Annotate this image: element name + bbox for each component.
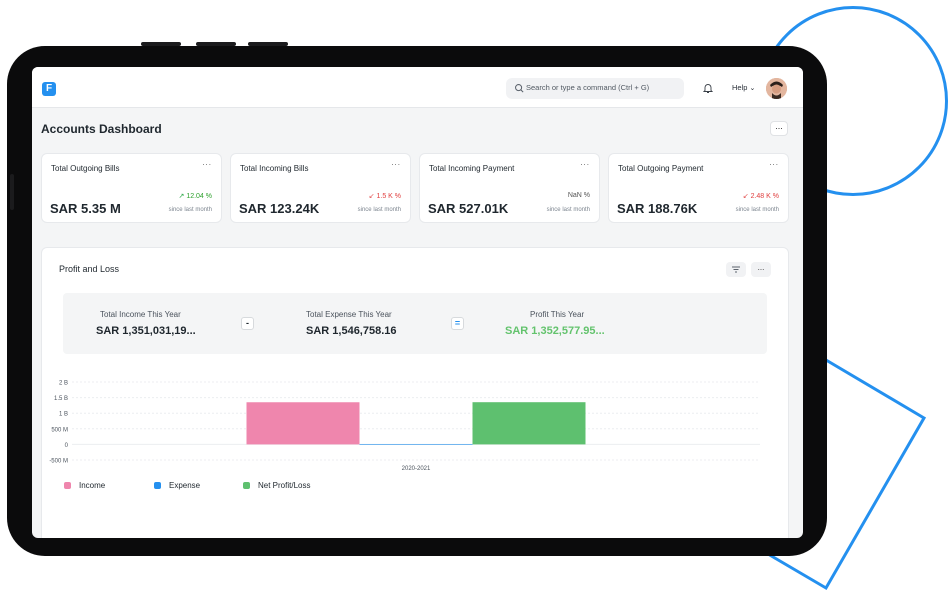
card-menu-button[interactable]: ... — [580, 158, 590, 167]
profit-value: SAR 1,352,577.95... — [505, 325, 605, 337]
navbar: F Search or type a command (Ctrl + G) He… — [32, 67, 803, 108]
card-since-label: since last month — [546, 207, 590, 213]
card-value: SAR 527.01K — [428, 201, 509, 216]
arrow-down-icon: ↙ — [742, 193, 749, 200]
card-title: Total Outgoing Bills — [51, 164, 120, 173]
profit-loss-panel: Profit and Loss ... Total Income This Ye… — [41, 247, 789, 538]
card-change: ↙ 1.5 K % — [369, 192, 401, 200]
filter-button[interactable] — [726, 262, 746, 277]
card-title: Total Incoming Payment — [429, 164, 515, 173]
income-label: Total Income This Year — [100, 310, 181, 319]
bar-expense — [359, 444, 473, 445]
change-value: 1.5 K % — [376, 193, 401, 200]
y-tick-label: 2 B — [59, 381, 68, 387]
panel-title: Profit and Loss — [59, 264, 120, 274]
y-tick-label: 1.5 B — [54, 396, 68, 402]
card-total-outgoing-payment[interactable]: Total Outgoing Payment ... ↙ 2.48 K % si… — [608, 153, 789, 223]
change-value: 2.48 K % — [750, 193, 779, 200]
notification-bell-icon[interactable] — [702, 82, 714, 94]
tablet-top-button — [196, 42, 236, 46]
search-icon — [515, 84, 524, 93]
legend-net-profit-loss[interactable]: Net Profit/Loss — [243, 481, 310, 490]
legend-income[interactable]: Income — [64, 481, 105, 490]
chevron-down-icon: ⌄ — [749, 85, 756, 92]
legend-swatch — [64, 482, 71, 489]
card-menu-button[interactable]: ... — [202, 158, 212, 167]
card-total-outgoing-bills[interactable]: Total Outgoing Bills ... ↗ 12.04 % since… — [41, 153, 222, 223]
expense-label: Total Expense This Year — [306, 310, 392, 319]
profit-loss-chart: 2 B 1.5 B 1 B 500 M 0 -500 M 2020-2021 — [49, 381, 760, 472]
help-label: Help — [732, 83, 748, 92]
card-title: Total Incoming Bills — [240, 164, 309, 173]
change-value: NaN % — [567, 192, 590, 199]
tablet-top-button — [141, 42, 181, 46]
tablet-top-button — [248, 42, 288, 46]
help-dropdown[interactable]: Help ⌄ — [732, 83, 755, 92]
page-title: Accounts Dashboard — [41, 122, 162, 136]
legend-label: Expense — [169, 481, 201, 490]
expense-value: SAR 1,546,758.16 — [306, 325, 397, 337]
legend-label: Income — [79, 481, 106, 490]
card-value: SAR 188.76K — [617, 201, 698, 216]
card-since-label: since last month — [735, 207, 779, 213]
panel-more-button[interactable]: ... — [751, 262, 771, 277]
summary-bar: Total Income This Year SAR 1,351,031,19.… — [63, 293, 767, 354]
y-tick-label: 0 — [65, 443, 69, 449]
search-placeholder: Search or type a command (Ctrl + G) — [526, 83, 650, 92]
bar-income — [246, 402, 360, 445]
card-title: Total Outgoing Payment — [618, 164, 704, 173]
user-avatar[interactable] — [766, 78, 787, 99]
filter-icon — [732, 266, 740, 273]
arrow-down-icon: ↙ — [368, 193, 375, 200]
tablet-side-button — [10, 174, 14, 210]
income-value: SAR 1,351,031,19... — [96, 325, 196, 337]
search-bar[interactable]: Search or type a command (Ctrl + G) — [506, 78, 684, 99]
legend-swatch — [154, 482, 161, 489]
card-since-label: since last month — [357, 207, 401, 213]
card-menu-button[interactable]: ... — [769, 158, 779, 167]
card-total-incoming-payment[interactable]: Total Incoming Payment ... NaN % since l… — [419, 153, 600, 223]
card-total-incoming-bills[interactable]: Total Incoming Bills ... ↙ 1.5 K % since… — [230, 153, 411, 223]
app-screen: F Search or type a command (Ctrl + G) He… — [32, 67, 803, 538]
x-tick-label: 2020-2021 — [402, 466, 431, 472]
card-value: SAR 123.24K — [239, 201, 320, 216]
legend-swatch — [243, 482, 250, 489]
change-value: 12.04 % — [186, 193, 212, 200]
legend-expense[interactable]: Expense — [154, 481, 200, 490]
card-change: ↗ 12.04 % — [178, 192, 212, 200]
arrow-up-icon: ↗ — [178, 193, 185, 200]
card-change: ↙ 2.48 K % — [743, 192, 779, 200]
equals-operator: = — [451, 317, 464, 330]
avatar-image — [766, 78, 787, 99]
card-change: NaN % — [568, 192, 590, 199]
app-logo[interactable]: F — [42, 82, 56, 96]
y-tick-label: 500 M — [51, 427, 68, 433]
legend-label: Net Profit/Loss — [258, 481, 311, 490]
profit-label: Profit This Year — [530, 310, 585, 319]
card-value: SAR 5.35 M — [50, 201, 121, 216]
card-menu-button[interactable]: ... — [391, 158, 401, 167]
y-tick-label: -500 M — [49, 459, 68, 465]
minus-operator: - — [241, 317, 254, 330]
y-tick-label: 1 B — [59, 412, 68, 418]
page-more-button[interactable]: ... — [770, 121, 788, 136]
bar-net-profit-loss — [472, 402, 586, 445]
card-since-label: since last month — [168, 207, 212, 213]
